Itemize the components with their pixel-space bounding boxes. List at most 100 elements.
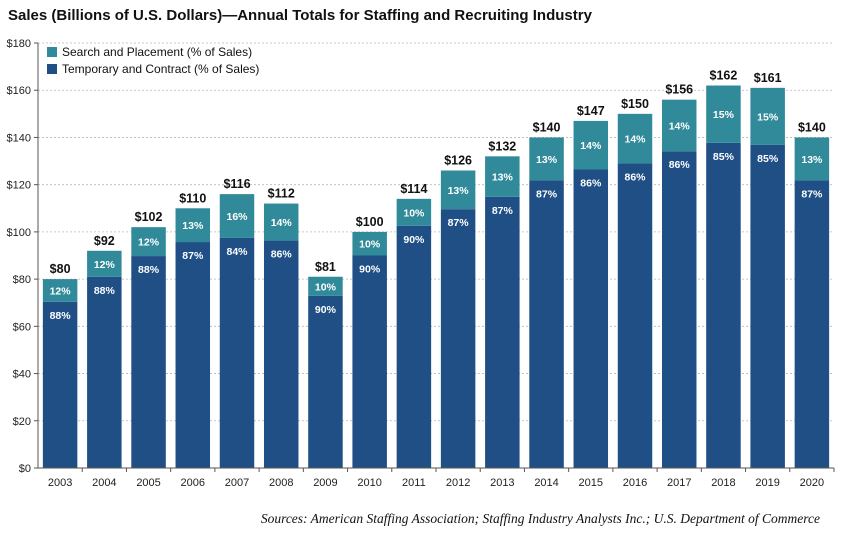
bar-temporary-contract <box>794 180 830 468</box>
bar-temporary-contract <box>661 151 697 468</box>
data-label-total: $92 <box>94 234 115 248</box>
data-label-temporary-contract: 85% <box>713 151 735 163</box>
y-tick-label: $20 <box>13 416 31 428</box>
bar-temporary-contract <box>263 240 299 468</box>
data-label-search-placement: 15% <box>713 109 735 121</box>
x-tick-label: 2020 <box>800 477 824 489</box>
data-label-search-placement: 14% <box>624 134 646 146</box>
x-axis: 2003 2004 2005 2006 2007 2008 2009 2010 2011 2012… <box>38 467 835 489</box>
bar-temporary-contract <box>87 276 122 468</box>
legend: Search and Placement (% of Sales) Tempora… <box>47 45 259 76</box>
data-label-total: $161 <box>754 71 782 85</box>
x-tick-label: 2004 <box>92 477 116 489</box>
bar-temporary-contract <box>308 295 343 468</box>
bar-search-placement <box>485 156 520 197</box>
data-label-temporary-contract: 88% <box>94 285 116 297</box>
data-label-search-placement: 13% <box>492 172 514 184</box>
bar-search-placement <box>42 279 78 302</box>
bar-temporary-contract <box>131 256 166 468</box>
data-label-total: $147 <box>577 104 605 118</box>
x-tick-label: 2008 <box>269 477 293 489</box>
x-tick-label: 2013 <box>490 477 514 489</box>
x-tick-label: 2007 <box>225 477 249 489</box>
bar-search-placement <box>440 170 476 210</box>
bar-temporary-contract <box>485 196 520 468</box>
legend-swatch <box>47 64 57 74</box>
bar-search-placement <box>263 203 299 241</box>
data-label-search-placement: 13% <box>448 185 470 197</box>
data-label-temporary-contract: 86% <box>580 178 602 190</box>
data-label-temporary-contract: 87% <box>182 250 204 262</box>
bar-search-placement <box>131 227 166 257</box>
legend-swatch <box>47 47 57 57</box>
bar-temporary-contract <box>529 180 564 468</box>
data-label-temporary-contract: 88% <box>50 310 72 322</box>
data-label-total: $162 <box>710 69 738 83</box>
x-tick-label: 2005 <box>136 477 160 489</box>
data-label-search-placement: 13% <box>182 220 204 232</box>
data-label-search-placement: 14% <box>669 120 691 132</box>
y-tick-label: $180 <box>7 38 31 50</box>
data-label-search-placement: 14% <box>271 217 293 229</box>
y-tick-label: $40 <box>13 369 31 381</box>
x-tick-label: 2003 <box>48 477 72 489</box>
data-label-temporary-contract: 88% <box>138 264 160 276</box>
bar-search-placement <box>219 194 255 238</box>
y-axis: $0 $20 $40 $60 $80 $100 $120 $140 $160 $180 <box>7 38 39 475</box>
x-tick-label: 2006 <box>181 477 205 489</box>
data-label-search-placement: 13% <box>801 154 823 166</box>
data-label-temporary-contract: 86% <box>624 171 646 183</box>
x-tick-label: 2011 <box>402 477 426 489</box>
bar-temporary-contract <box>750 144 785 468</box>
bar-temporary-contract <box>573 169 609 468</box>
data-label-temporary-contract: 87% <box>448 217 470 229</box>
data-label-temporary-contract: 87% <box>536 188 558 200</box>
bar-search-placement <box>175 208 211 243</box>
bar-search-placement <box>706 85 741 143</box>
bar-temporary-contract <box>42 301 78 468</box>
x-tick-label: 2012 <box>446 477 470 489</box>
data-label-temporary-contract: 90% <box>403 234 425 246</box>
data-label-search-placement: 10% <box>403 207 425 219</box>
data-label-total: $140 <box>798 120 826 134</box>
bar-temporary-contract <box>617 163 653 468</box>
data-label-total: $81 <box>315 260 336 274</box>
bar-search-placement <box>396 198 432 226</box>
y-tick-label: $0 <box>19 463 31 475</box>
bar-search-placement <box>352 231 387 256</box>
data-label-temporary-contract: 85% <box>757 153 779 165</box>
x-tick-label: 2017 <box>667 477 691 489</box>
data-label-search-placement: 12% <box>138 237 160 249</box>
data-label-total: $112 <box>268 187 295 201</box>
data-label-temporary-contract: 87% <box>801 188 823 200</box>
data-label-temporary-contract: 84% <box>226 246 248 258</box>
data-label-search-placement: 12% <box>50 285 72 297</box>
data-label-temporary-contract: 86% <box>669 159 691 171</box>
data-label-search-placement: 10% <box>315 281 337 293</box>
bar-temporary-contract <box>706 142 741 468</box>
bar-search-placement <box>794 137 830 181</box>
data-label-total: $102 <box>135 210 163 224</box>
data-label-total: $114 <box>400 182 427 196</box>
data-label-total: $150 <box>621 97 649 111</box>
data-label-total: $80 <box>50 262 71 276</box>
bar-search-placement <box>308 276 343 296</box>
y-tick-label: $100 <box>7 227 31 239</box>
bar-search-placement <box>750 87 785 145</box>
x-tick-label: 2018 <box>711 477 735 489</box>
data-label-temporary-contract: 86% <box>271 249 293 261</box>
y-tick-label: $160 <box>7 85 31 97</box>
bar-temporary-contract <box>175 242 211 468</box>
bar-search-placement <box>573 120 609 170</box>
stacked-bar-chart: $0 $20 $40 $60 $80 $100 $120 $140 $160 $180 88% 12… <box>7 38 835 489</box>
data-label-search-placement: 16% <box>226 211 248 223</box>
bar-search-placement <box>661 99 697 152</box>
bars: 88% 12% $80 88% 12% $92 88% 12% $102 87% 13% $110 84… <box>42 69 830 469</box>
data-label-search-placement: 14% <box>580 140 602 152</box>
x-tick-label: 2014 <box>534 477 558 489</box>
bar-temporary-contract <box>396 225 432 468</box>
data-label-total: $116 <box>223 177 250 191</box>
gridlines <box>38 42 834 422</box>
data-label-total: $132 <box>488 139 516 153</box>
bar-temporary-contract <box>440 209 476 469</box>
